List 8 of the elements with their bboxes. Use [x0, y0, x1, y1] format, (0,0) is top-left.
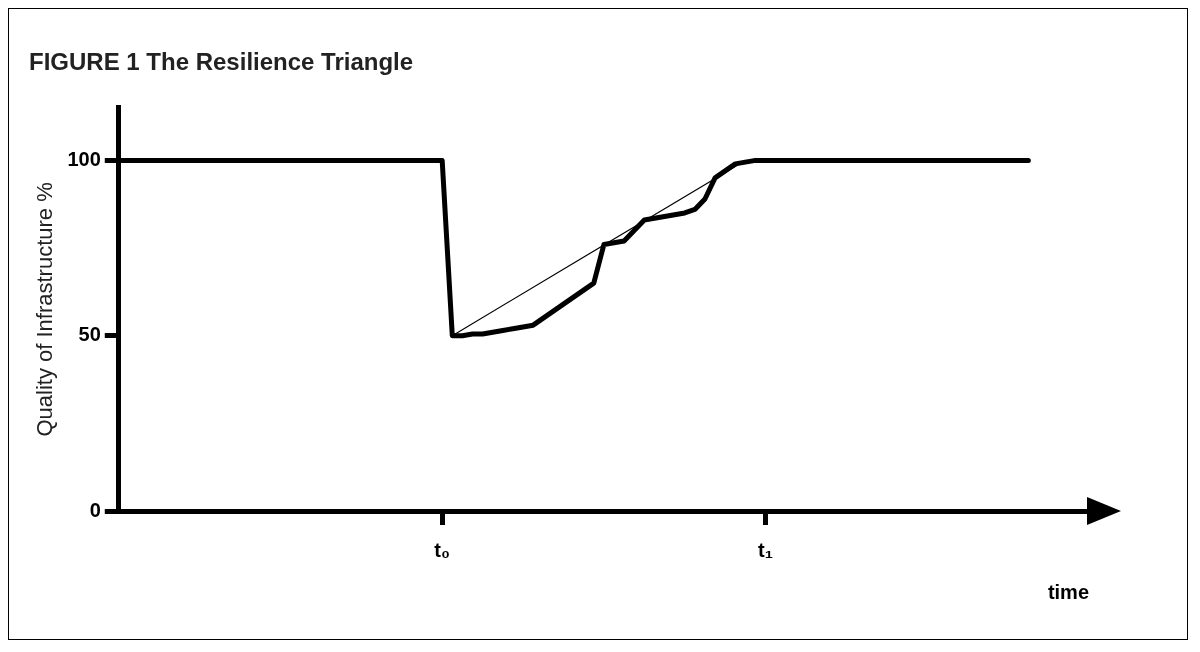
y-tick-label: 100	[67, 147, 101, 170]
y-axis-title: Quality of Infrastructure %	[32, 182, 58, 437]
x-axis-title: time	[1047, 580, 1089, 603]
y-tick-label: 50	[78, 323, 101, 346]
y-tick-label: 0	[89, 498, 101, 521]
chart-title: FIGURE 1 The Resilience Triangle	[29, 48, 414, 76]
x-tick-label: t₁	[758, 538, 774, 561]
x-tick-label: t₀	[434, 538, 451, 561]
